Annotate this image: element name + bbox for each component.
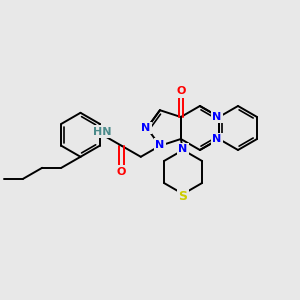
Text: O: O bbox=[117, 167, 126, 177]
Text: HN: HN bbox=[93, 127, 112, 137]
Text: N: N bbox=[212, 134, 222, 144]
Text: N: N bbox=[141, 123, 151, 133]
Text: N: N bbox=[212, 112, 222, 122]
Text: N: N bbox=[155, 140, 164, 150]
Text: S: S bbox=[178, 190, 188, 202]
Text: N: N bbox=[178, 144, 188, 154]
Text: O: O bbox=[176, 86, 185, 96]
